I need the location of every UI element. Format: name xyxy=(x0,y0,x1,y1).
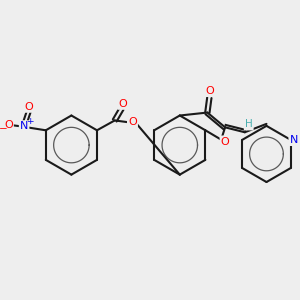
Text: −: − xyxy=(0,124,8,134)
Text: H: H xyxy=(245,119,253,129)
Text: O: O xyxy=(118,99,127,109)
Text: O: O xyxy=(221,136,230,147)
Text: O: O xyxy=(205,86,214,96)
Text: O: O xyxy=(128,117,137,128)
Text: +: + xyxy=(26,117,34,126)
Text: O: O xyxy=(4,120,13,130)
Text: N: N xyxy=(290,135,298,145)
Text: N: N xyxy=(20,122,28,131)
Text: O: O xyxy=(25,102,33,112)
